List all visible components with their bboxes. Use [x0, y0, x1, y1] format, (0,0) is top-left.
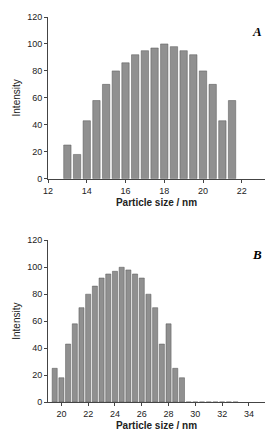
svg-text:34: 34 [244, 409, 254, 419]
svg-text:60: 60 [32, 316, 42, 326]
svg-text:20: 20 [56, 409, 66, 419]
svg-text:Intensity: Intensity [11, 79, 22, 116]
svg-text:40: 40 [32, 343, 42, 353]
svg-text:100: 100 [27, 262, 42, 272]
svg-text:22: 22 [237, 186, 247, 196]
svg-text:28: 28 [164, 409, 174, 419]
svg-text:32: 32 [217, 409, 227, 419]
svg-text:A: A [252, 24, 262, 39]
svg-text:0: 0 [37, 397, 42, 407]
svg-text:18: 18 [159, 186, 169, 196]
svg-text:120: 120 [27, 12, 42, 22]
svg-text:22: 22 [83, 409, 93, 419]
svg-text:0: 0 [37, 174, 42, 184]
svg-text:30: 30 [190, 409, 200, 419]
svg-text:80: 80 [32, 289, 42, 299]
svg-text:16: 16 [120, 186, 130, 196]
svg-text:40: 40 [32, 120, 42, 130]
svg-text:24: 24 [110, 409, 120, 419]
svg-text:B: B [252, 247, 262, 262]
svg-text:26: 26 [137, 409, 147, 419]
svg-text:20: 20 [32, 147, 42, 157]
svg-text:20: 20 [198, 186, 208, 196]
svg-text:Intensity: Intensity [11, 303, 22, 340]
svg-text:80: 80 [32, 66, 42, 76]
svg-text:60: 60 [32, 93, 42, 103]
svg-text:100: 100 [27, 39, 42, 49]
svg-text:20: 20 [32, 370, 42, 380]
svg-text:14: 14 [82, 186, 92, 196]
svg-text:120: 120 [27, 235, 42, 245]
svg-text:Particle size / nm: Particle size / nm [116, 420, 197, 431]
svg-text:12: 12 [43, 186, 53, 196]
svg-text:Particle size / nm: Particle size / nm [116, 197, 197, 208]
